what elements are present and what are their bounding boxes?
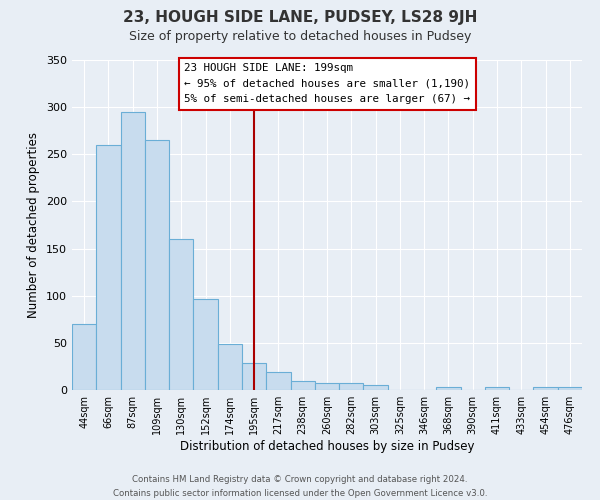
Text: 23, HOUGH SIDE LANE, PUDSEY, LS28 9JH: 23, HOUGH SIDE LANE, PUDSEY, LS28 9JH (123, 10, 477, 25)
Bar (121, 112, 145, 390)
Bar (169, 239, 193, 390)
Text: 23 HOUGH SIDE LANE: 199sqm
← 95% of detached houses are smaller (1,190)
5% of se: 23 HOUGH SIDE LANE: 199sqm ← 95% of deta… (184, 64, 470, 104)
Bar (193, 298, 218, 390)
Text: Contains HM Land Registry data © Crown copyright and database right 2024.
Contai: Contains HM Land Registry data © Crown c… (113, 476, 487, 498)
Bar (315, 384, 339, 390)
Text: Size of property relative to detached houses in Pudsey: Size of property relative to detached ho… (129, 30, 471, 43)
Bar (242, 362, 266, 390)
Bar (558, 387, 582, 390)
Bar (72, 324, 96, 390)
X-axis label: Distribution of detached houses by size in Pudsey: Distribution of detached houses by size … (180, 440, 474, 453)
Y-axis label: Number of detached properties: Number of detached properties (28, 132, 40, 318)
Bar (145, 140, 169, 390)
Bar (339, 384, 364, 390)
Bar (364, 386, 388, 390)
Bar (436, 387, 461, 390)
Bar (290, 380, 315, 390)
Bar (266, 372, 290, 390)
Bar (96, 145, 121, 390)
Bar (218, 344, 242, 390)
Bar (533, 387, 558, 390)
Bar (485, 387, 509, 390)
